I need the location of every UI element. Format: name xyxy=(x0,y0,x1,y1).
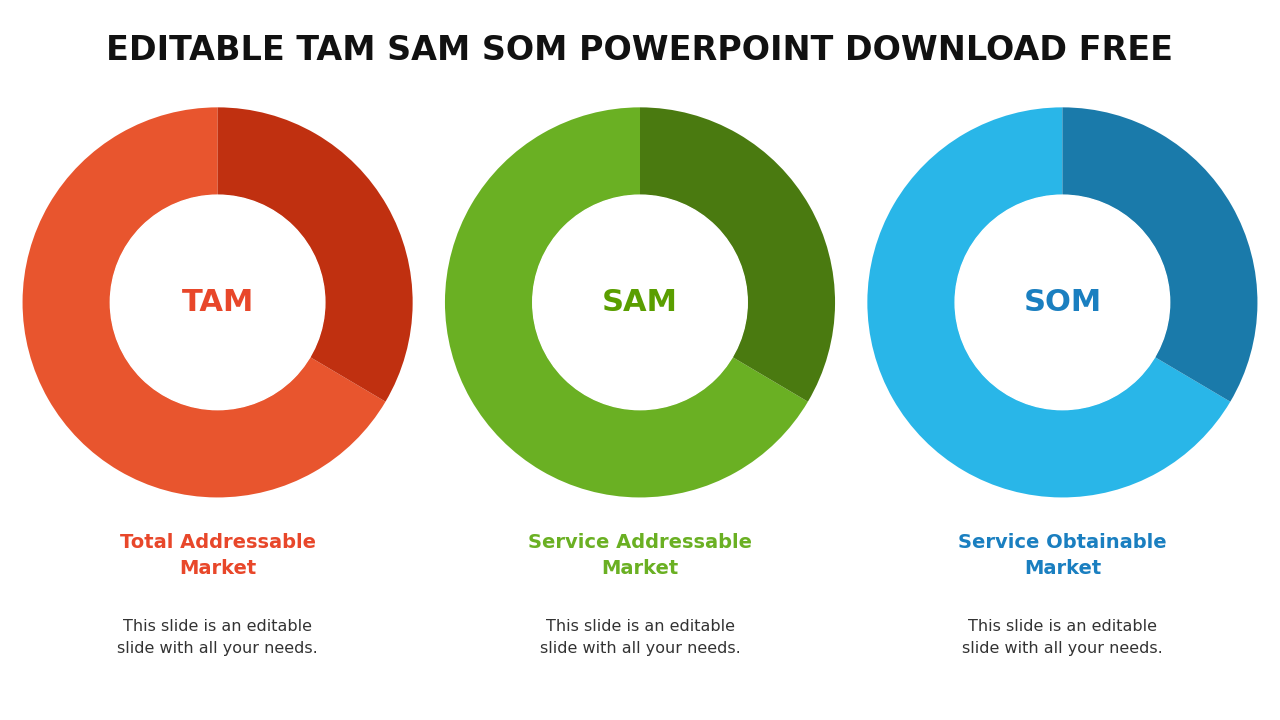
Text: This slide is an editable
slide with all your needs.: This slide is an editable slide with all… xyxy=(963,619,1162,657)
Polygon shape xyxy=(640,195,732,357)
Circle shape xyxy=(955,195,1170,410)
Text: This slide is an editable
slide with all your needs.: This slide is an editable slide with all… xyxy=(540,619,740,657)
Text: Total Addressable
Market: Total Addressable Market xyxy=(119,533,316,578)
Circle shape xyxy=(532,195,748,410)
Circle shape xyxy=(110,195,325,410)
Text: Service Addressable
Market: Service Addressable Market xyxy=(529,533,753,578)
Wedge shape xyxy=(218,107,412,402)
Wedge shape xyxy=(640,107,835,402)
Polygon shape xyxy=(218,195,310,357)
Wedge shape xyxy=(445,107,808,498)
Text: SAM: SAM xyxy=(602,288,678,317)
Text: SOM: SOM xyxy=(1023,288,1102,317)
Text: TAM: TAM xyxy=(182,288,253,317)
Text: This slide is an editable
slide with all your needs.: This slide is an editable slide with all… xyxy=(118,619,317,657)
Wedge shape xyxy=(1062,107,1257,402)
Text: Service Obtainable
Market: Service Obtainable Market xyxy=(959,533,1166,578)
Text: EDITABLE TAM SAM SOM POWERPOINT DOWNLOAD FREE: EDITABLE TAM SAM SOM POWERPOINT DOWNLOAD… xyxy=(106,34,1174,67)
Polygon shape xyxy=(1062,195,1155,357)
Wedge shape xyxy=(23,107,385,498)
Wedge shape xyxy=(868,107,1230,498)
